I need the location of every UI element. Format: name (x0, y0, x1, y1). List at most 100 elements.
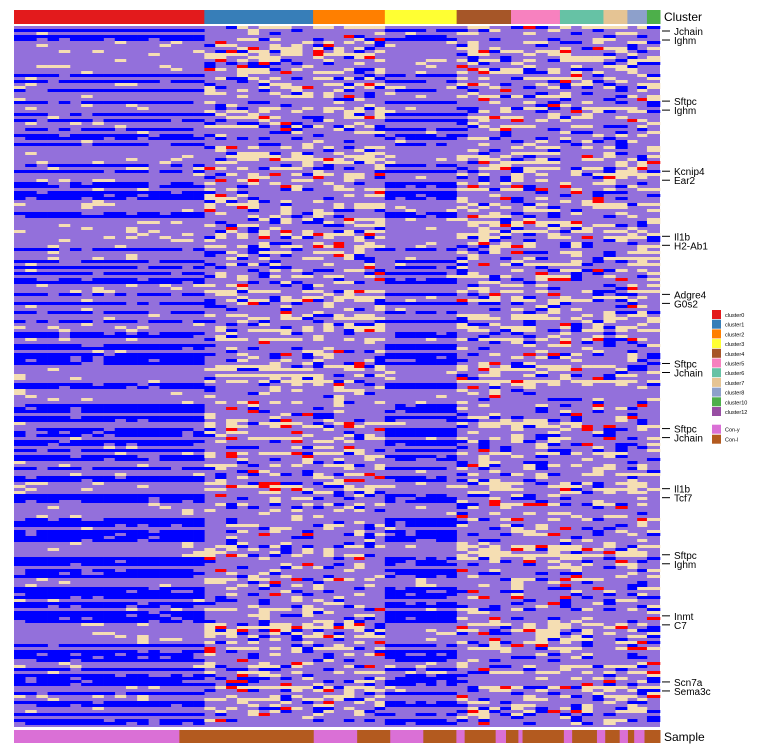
heat-cell (627, 413, 638, 416)
heat-cell (627, 584, 638, 587)
heat-cell (247, 437, 259, 440)
heat-cell (181, 293, 194, 296)
heat-cell (570, 260, 582, 263)
heat-cell (193, 590, 205, 593)
heat-cell (58, 281, 71, 284)
heat-cell (47, 506, 60, 509)
heat-cell (627, 566, 638, 569)
heat-cell (247, 410, 259, 413)
heat-cell (58, 419, 71, 422)
heat-cell (280, 251, 292, 254)
heat-cell (405, 569, 416, 572)
heat-cell (547, 335, 561, 338)
heat-cell (258, 587, 270, 590)
heat-cell (25, 557, 37, 560)
heat-cell (258, 572, 270, 575)
heat-cell (456, 53, 468, 56)
heat-cell (425, 74, 437, 77)
heat-cell (547, 353, 561, 356)
heat-cell (323, 77, 334, 80)
heat-cell (559, 50, 572, 53)
heat-cell (58, 224, 71, 227)
heat-cell (125, 419, 138, 422)
heat-cell (415, 197, 427, 200)
heat-cell (269, 608, 281, 611)
heat-cell (269, 482, 281, 485)
heat-cell (333, 50, 345, 53)
heat-cell (511, 269, 524, 272)
heat-cell (302, 626, 314, 629)
heat-cell (415, 119, 427, 122)
heat-cell (313, 416, 324, 419)
heat-cell (581, 503, 593, 506)
heat-cell (603, 602, 616, 605)
heat-cell (547, 554, 561, 557)
heat-cell (58, 476, 71, 479)
heat-cell (374, 128, 386, 131)
heat-cell (81, 383, 93, 386)
heat-cell (103, 446, 116, 449)
heat-cell (159, 500, 172, 503)
heat-cell (478, 29, 490, 32)
heat-cell (333, 230, 345, 233)
heat-cell (236, 365, 249, 368)
heat-cell (269, 623, 281, 626)
heat-cell (646, 611, 661, 614)
heat-cell (291, 338, 303, 341)
heat-cell (523, 314, 536, 317)
heat-cell (159, 557, 172, 560)
heat-cell (354, 245, 365, 248)
heat-cell (236, 419, 249, 422)
heat-cell (395, 386, 406, 389)
heat-cell (570, 629, 582, 632)
heat-cell (313, 380, 324, 383)
heat-cell (646, 173, 661, 176)
heat-cell (114, 125, 127, 128)
heat-cell (247, 203, 259, 206)
heat-cell (343, 95, 355, 98)
heat-cell (269, 116, 281, 119)
heat-cell (81, 386, 93, 389)
heat-cell (69, 614, 82, 617)
heat-cell (148, 320, 160, 323)
heat-cell (333, 224, 345, 227)
heat-cell (291, 596, 303, 599)
heat-cell (627, 353, 638, 356)
heat-cell (170, 563, 183, 566)
heat-cell (456, 512, 468, 515)
heat-cell (478, 83, 490, 86)
heat-cell (25, 122, 37, 125)
heat-cell (354, 53, 365, 56)
heat-cell (547, 215, 561, 218)
heat-cell (627, 287, 638, 290)
heat-cell (581, 203, 593, 206)
heat-cell (511, 26, 524, 29)
heat-cell (137, 113, 149, 116)
heat-cell (547, 224, 561, 227)
heat-cell (511, 608, 524, 611)
heat-cell (103, 656, 116, 659)
heat-cell (343, 98, 355, 101)
heat-cell (374, 455, 386, 458)
heat-cell (193, 194, 205, 197)
heat-cell (603, 203, 616, 206)
heat-cell (384, 431, 396, 434)
heat-cell (148, 476, 160, 479)
heat-cell (215, 104, 227, 107)
heat-cell (333, 599, 345, 602)
heat-cell (637, 176, 648, 179)
heat-cell (114, 185, 127, 188)
heat-cell (343, 77, 355, 80)
heat-cell (384, 416, 396, 419)
heat-cell (570, 485, 582, 488)
heat-cell (456, 236, 468, 239)
heat-cell (25, 620, 37, 623)
heat-cell (592, 176, 604, 179)
heat-cell (148, 362, 160, 365)
heat-cell (646, 635, 661, 638)
heat-cell (436, 170, 447, 173)
heat-cell (500, 83, 512, 86)
heat-cell (47, 29, 60, 32)
heat-cell (446, 332, 457, 335)
heat-cell (615, 428, 628, 431)
